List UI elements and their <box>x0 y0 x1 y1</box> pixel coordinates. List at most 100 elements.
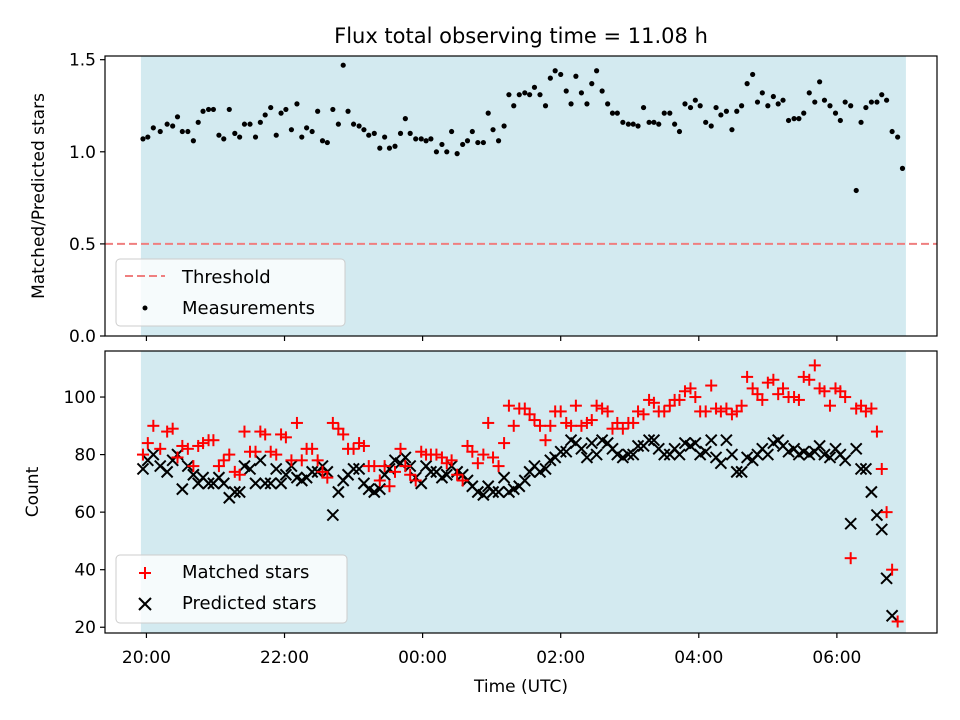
measurement-point <box>895 134 901 140</box>
measurement-point <box>791 116 797 122</box>
matched-star-point <box>507 419 520 432</box>
count-y-tick-label: 20 <box>74 618 96 638</box>
measurement-point <box>464 138 471 144</box>
measurement-point <box>454 151 460 157</box>
matched-star-point <box>471 457 484 470</box>
measurement-point <box>703 119 709 125</box>
ratio-y-tick-label: 0.5 <box>69 235 96 255</box>
matched-star-point <box>217 454 230 467</box>
measurement-point <box>734 108 740 114</box>
matched-star-point <box>498 437 511 450</box>
measurement-point <box>315 108 321 114</box>
matched-star-point <box>223 448 236 461</box>
measurement-point <box>584 101 590 107</box>
predicted-star-point <box>813 439 826 453</box>
measurement-point <box>806 90 812 96</box>
x-tick-label: 04:00 <box>674 648 723 668</box>
predicted-star-point <box>254 454 267 467</box>
x-tick-label: 02:00 <box>536 648 585 668</box>
predicted-star-point <box>305 465 319 479</box>
measurement-point <box>899 165 906 171</box>
measurement-point <box>594 68 600 74</box>
measurement-point <box>480 139 486 146</box>
measurement-point <box>195 119 201 125</box>
count-y-tick-label: 40 <box>74 561 96 581</box>
measurement-point <box>418 136 424 142</box>
measurement-point <box>237 134 243 140</box>
measurement-point <box>542 103 549 109</box>
matched-star-point <box>596 402 609 415</box>
measurement-point <box>221 136 227 142</box>
count-legend: Matched stars Predicted stars <box>115 554 348 624</box>
x-tick-label: 22:00 <box>260 648 309 668</box>
predicted-star-point <box>850 442 863 456</box>
matched-star-point <box>528 414 541 427</box>
matched-star-point <box>321 471 334 484</box>
measurement-point <box>428 136 434 142</box>
measurement-point <box>516 92 522 98</box>
matched-star-point <box>161 425 174 438</box>
measurement-point <box>801 110 807 116</box>
measurement-point <box>257 119 263 125</box>
matched-star-point <box>616 422 629 435</box>
measurement-point <box>330 106 336 113</box>
count-y-tick-label: 60 <box>74 503 96 523</box>
predicted-star-point <box>187 468 200 481</box>
matched-star-point <box>533 419 546 432</box>
matched-star-point <box>378 460 391 473</box>
chart-title: Flux total observing time = 11.08 h <box>334 24 708 48</box>
measurement-point <box>495 138 502 144</box>
measurement-point <box>324 139 330 146</box>
matched-star-point <box>399 460 412 473</box>
matched-star-point <box>627 416 640 429</box>
matched-star-point <box>487 451 500 464</box>
matched-star-point <box>166 422 179 435</box>
measurement-point <box>676 128 683 135</box>
count-y-ticks: 20 40 60 80 100 <box>64 388 105 638</box>
measurement-point <box>573 73 579 79</box>
measurement-point <box>848 103 854 109</box>
predicted-star-point <box>838 454 852 467</box>
matched-star-point <box>394 442 407 455</box>
measurement-point <box>386 145 393 151</box>
matched-stars-points <box>136 359 904 628</box>
measurement-point <box>697 103 703 109</box>
matched-star-point <box>823 399 836 412</box>
matched-star-point <box>259 428 272 441</box>
measurement-point <box>340 62 346 68</box>
predicted-star-point <box>279 468 293 481</box>
measurement-point <box>444 149 450 155</box>
measurement-point <box>304 125 310 131</box>
ratio-legend: Threshold Measurements <box>115 258 346 327</box>
measurement-point <box>812 99 818 105</box>
measurement-point <box>511 103 517 109</box>
matched-star-point <box>839 391 852 404</box>
matched-star-point <box>233 468 246 481</box>
measurement-point <box>708 123 714 129</box>
measurement-point <box>164 121 170 127</box>
predicted-star-point <box>647 433 661 447</box>
ratio-y-tick-label: 1.5 <box>69 51 96 71</box>
measurement-point <box>439 141 445 148</box>
measurement-point <box>350 121 357 127</box>
predicted-star-point <box>160 465 174 479</box>
measurement-point <box>837 117 843 124</box>
matched-star-point <box>705 379 718 392</box>
measurement-point <box>605 101 611 107</box>
predicted-star-point <box>147 448 160 461</box>
predicted-star-point <box>486 485 500 499</box>
matched-star-point <box>456 474 469 487</box>
measurement-point <box>744 81 750 87</box>
predicted-star-point <box>590 448 603 461</box>
measurement-point <box>397 130 404 136</box>
measurement-point <box>449 128 455 135</box>
count-panel: 20 40 60 80 100 20:00 22:00 00:00 02:00 04:00 06:… <box>23 350 938 697</box>
measurement-point <box>874 99 880 105</box>
predicted-star-point <box>580 451 594 464</box>
matched-star-point <box>870 425 883 438</box>
matched-star-point <box>585 414 598 427</box>
matched-star-point <box>249 445 262 458</box>
predicted-star-point <box>332 485 345 499</box>
matched-star-point <box>492 460 505 473</box>
matched-star-point <box>590 399 603 412</box>
